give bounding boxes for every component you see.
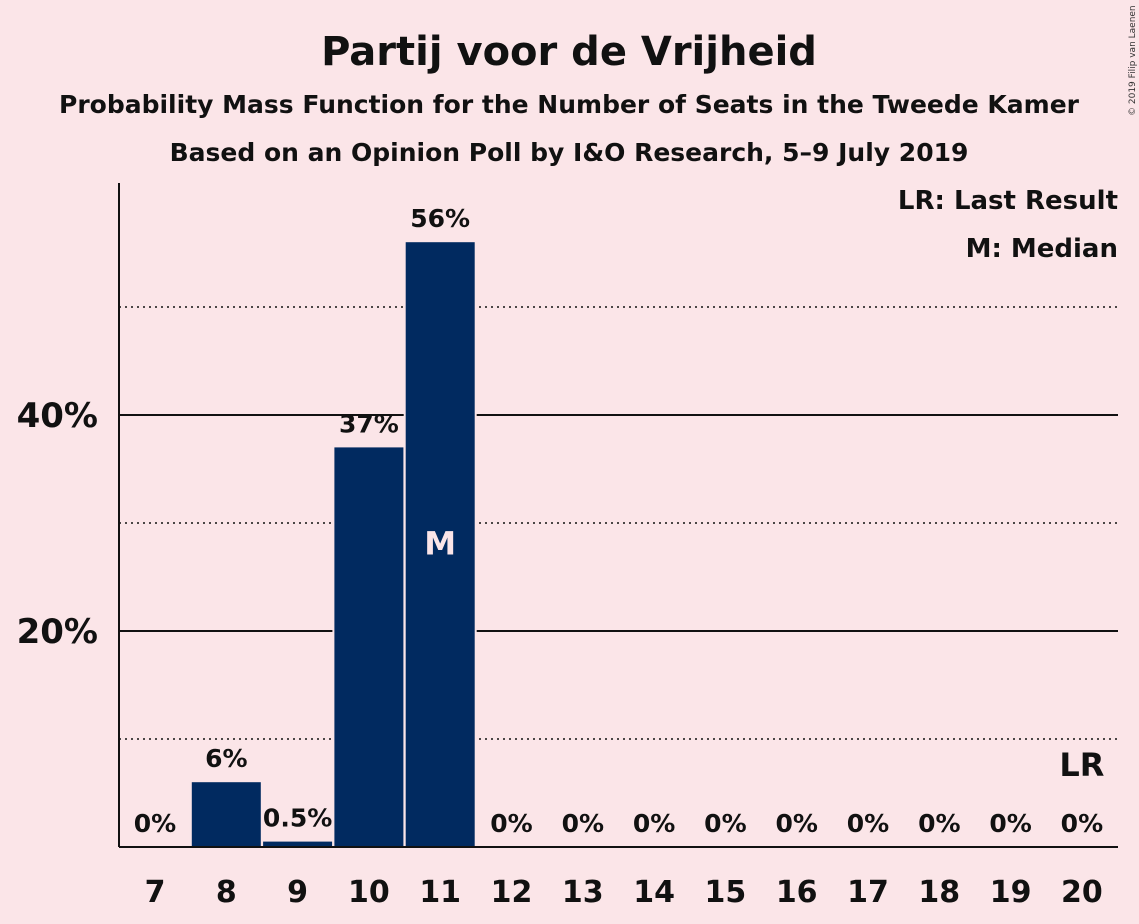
- x-tick-label-17: 17: [847, 875, 889, 910]
- bar-value-label-8: 6%: [205, 744, 247, 773]
- bar-8: [191, 782, 261, 847]
- bar-labels: 0% 7 6% 8 0.5% 9 37% 10 56% 11 M 0% 12 0% 13 0% 14 0% 15 0%…: [134, 204, 1105, 910]
- bar-value-label-10: 37%: [339, 409, 399, 438]
- x-tick-label-10: 10: [348, 875, 390, 910]
- bar-value-label-18: 0%: [918, 809, 960, 838]
- bar-value-label-13: 0%: [562, 809, 604, 838]
- chart-subtitle-source: Based on an Opinion Poll by I&O Research…: [170, 138, 969, 167]
- x-tick-label-8: 8: [216, 875, 237, 910]
- bar-value-label-7: 0%: [134, 809, 176, 838]
- legend-last-result: LR: Last Result: [898, 186, 1118, 216]
- x-tick-label-7: 7: [145, 875, 166, 910]
- x-tick-label-19: 19: [990, 875, 1032, 910]
- x-tick-label-18: 18: [918, 875, 960, 910]
- bar-value-label-14: 0%: [633, 809, 675, 838]
- bar-value-label-20: 0%: [1061, 809, 1103, 838]
- copyright-note: © 2019 Filip van Laenen: [1128, 5, 1138, 116]
- bar-value-label-17: 0%: [847, 809, 889, 838]
- bar-9: [263, 841, 333, 847]
- x-tick-label-16: 16: [776, 875, 818, 910]
- axes: [118, 183, 1118, 848]
- chart-subtitle: Probability Mass Function for the Number…: [59, 90, 1080, 119]
- x-tick-label-15: 15: [705, 875, 747, 910]
- bars: [189, 240, 477, 847]
- x-tick-label-13: 13: [562, 875, 604, 910]
- gridlines: 20% 40%: [17, 306, 1118, 740]
- x-tick-label-9: 9: [287, 875, 308, 910]
- legend-median: M: Median: [966, 234, 1118, 264]
- x-tick-label-11: 11: [419, 875, 461, 910]
- chart-title: Partij voor de Vrijheid: [321, 29, 817, 75]
- x-tick-label-20: 20: [1061, 875, 1103, 910]
- y-tick-label-20: 20%: [17, 612, 98, 652]
- x-tick-label-14: 14: [633, 875, 675, 910]
- x-tick-label-12: 12: [491, 875, 533, 910]
- bar-value-label-15: 0%: [704, 809, 746, 838]
- bar-value-label-19: 0%: [989, 809, 1031, 838]
- bar-value-label-11: 56%: [410, 204, 470, 233]
- y-tick-label-40: 40%: [17, 396, 98, 436]
- bar-10: [334, 447, 404, 847]
- bar-value-label-12: 0%: [490, 809, 532, 838]
- median-marker: M: [424, 525, 456, 563]
- bar-11: [405, 242, 475, 847]
- last-result-marker: LR: [1059, 746, 1104, 784]
- bar-value-label-9: 0.5%: [263, 804, 332, 833]
- bar-value-label-16: 0%: [775, 809, 817, 838]
